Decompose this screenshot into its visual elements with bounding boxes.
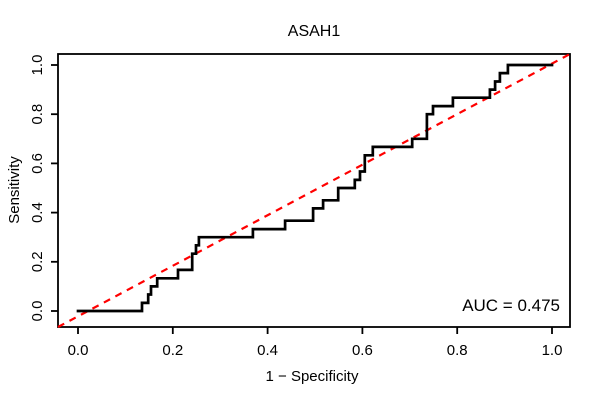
x-tick-label: 0.2: [162, 342, 183, 359]
x-tick-label: 0.8: [447, 342, 468, 359]
y-axis-label: Sensitivity: [6, 156, 23, 224]
chance-diagonal-line: [57, 53, 571, 328]
plot-box: [57, 53, 571, 328]
y-tick-label: 1.0: [29, 55, 46, 76]
x-axis-label: 1 − Specificity: [266, 368, 359, 385]
roc-curve: [76, 63, 554, 313]
y-tick-label: 0.0: [29, 301, 46, 322]
y-tick-label: 0.2: [29, 251, 46, 272]
chart-title: ASAH1: [288, 23, 341, 40]
y-axis-ticks: 0.0 0.2 0.4 0.6 0.8 1.0: [29, 55, 58, 322]
x-tick-label: 0.4: [257, 342, 278, 359]
x-tick-label: 0.6: [352, 342, 373, 359]
x-tick-label: 0.0: [68, 342, 89, 359]
auc-annotation: AUC = 0.475: [462, 296, 560, 315]
x-tick-label: 1.0: [542, 342, 563, 359]
y-tick-label: 0.4: [29, 202, 46, 223]
x-axis-ticks: 0.0 0.2 0.4 0.6 0.8 1.0: [68, 327, 563, 359]
y-tick-label: 0.6: [29, 153, 46, 174]
y-tick-label: 0.8: [29, 104, 46, 125]
